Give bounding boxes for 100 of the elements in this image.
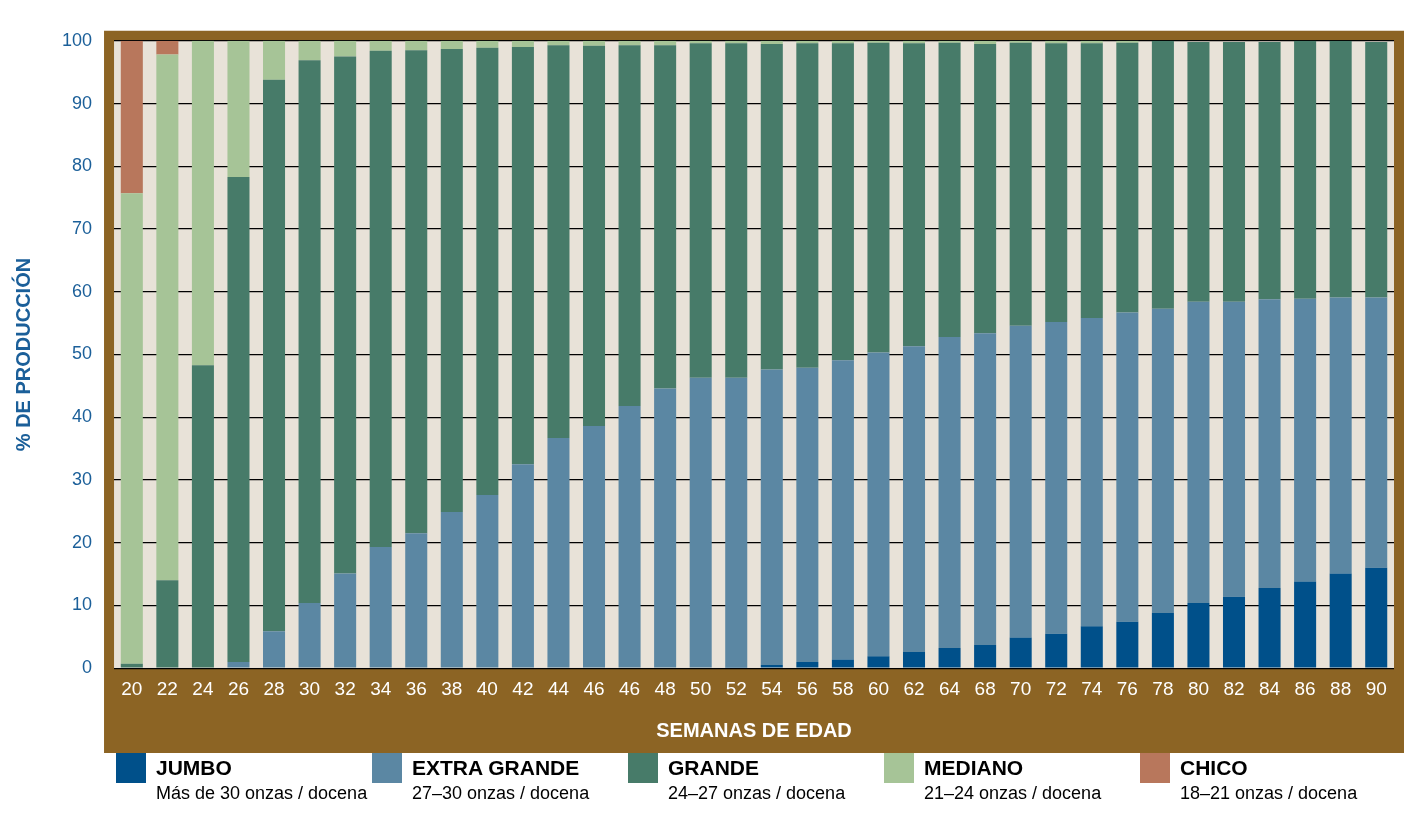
bar bbox=[440, 48, 463, 512]
bar bbox=[796, 661, 819, 668]
bar bbox=[1329, 573, 1352, 668]
bar bbox=[334, 573, 357, 668]
legend-label: CHICO bbox=[1180, 756, 1248, 780]
bar bbox=[938, 336, 961, 649]
x-tick-label: 70 bbox=[1010, 677, 1032, 699]
bar bbox=[1329, 297, 1352, 574]
bar bbox=[1329, 40, 1352, 298]
legend-label: EXTRA GRANDE bbox=[412, 756, 580, 780]
bar bbox=[1045, 321, 1068, 634]
bar bbox=[654, 388, 677, 668]
bar bbox=[1294, 298, 1317, 582]
text: 27–30 onzas / docena bbox=[412, 783, 591, 804]
bar bbox=[1045, 43, 1068, 322]
bar bbox=[654, 45, 677, 389]
bar bbox=[974, 644, 997, 668]
bar bbox=[1222, 301, 1246, 597]
bar bbox=[1187, 301, 1210, 603]
bar bbox=[547, 40, 570, 46]
x-tick-label: 76 bbox=[1116, 677, 1138, 699]
bar bbox=[974, 333, 997, 645]
x-tick-label: 48 bbox=[654, 677, 676, 699]
bar bbox=[796, 367, 819, 662]
bar bbox=[618, 405, 641, 668]
bar bbox=[618, 40, 641, 46]
bar bbox=[1365, 567, 1388, 668]
x-tick-label: 90 bbox=[1365, 677, 1387, 699]
y-tick-label: 30 bbox=[72, 468, 93, 489]
x-tick-label: 52 bbox=[725, 677, 747, 699]
bar bbox=[1365, 297, 1388, 568]
text: 18–21 onzas / docena bbox=[1180, 783, 1359, 804]
bar bbox=[1080, 318, 1103, 627]
x-tick-label: 50 bbox=[690, 677, 712, 699]
x-tick-label: 34 bbox=[370, 677, 392, 699]
bar bbox=[689, 377, 712, 668]
bar bbox=[547, 45, 570, 438]
bar bbox=[902, 43, 926, 347]
bar bbox=[1116, 312, 1139, 622]
text: 21–24 onzas / docena bbox=[924, 783, 1103, 804]
bar bbox=[1045, 633, 1068, 668]
bar bbox=[760, 40, 783, 44]
y-tick-label: 20 bbox=[72, 531, 93, 552]
text: Más de 30 onzas / docena bbox=[156, 783, 369, 804]
bar bbox=[405, 533, 428, 668]
bar bbox=[369, 40, 392, 51]
bar bbox=[547, 437, 570, 668]
bar bbox=[156, 580, 179, 668]
bar bbox=[405, 40, 428, 51]
x-tick-label: 40 bbox=[476, 677, 498, 699]
bar bbox=[1187, 602, 1210, 668]
bar bbox=[476, 47, 499, 496]
x-tick-label: 58 bbox=[832, 677, 854, 699]
bar bbox=[583, 45, 606, 427]
y-tick-label: 50 bbox=[72, 343, 93, 364]
bar bbox=[1116, 621, 1139, 668]
bar bbox=[1151, 612, 1174, 668]
x-tick-label: 68 bbox=[974, 677, 996, 699]
bar bbox=[227, 661, 250, 668]
bar bbox=[1009, 637, 1032, 668]
bar bbox=[725, 43, 748, 378]
bar bbox=[1258, 42, 1281, 300]
bar bbox=[156, 54, 179, 581]
y-tick-label: 80 bbox=[72, 155, 93, 176]
bar bbox=[902, 346, 926, 652]
x-tick-label: 22 bbox=[156, 677, 178, 699]
x-tick-label: 82 bbox=[1223, 677, 1245, 699]
y-tick-label: 0 bbox=[82, 657, 93, 678]
bar bbox=[227, 40, 250, 177]
bar bbox=[831, 659, 854, 668]
bar bbox=[369, 50, 392, 548]
x-tick-label: 62 bbox=[903, 677, 925, 699]
bar bbox=[867, 42, 890, 353]
x-tick-label: 36 bbox=[405, 677, 427, 699]
bar bbox=[298, 40, 321, 61]
x-tick-label: 32 bbox=[334, 677, 356, 699]
bar bbox=[760, 369, 783, 666]
x-axis-title: SEMANAS DE EDAD bbox=[656, 718, 852, 741]
y-tick-label: 90 bbox=[72, 92, 93, 113]
legend-label: MEDIANO bbox=[924, 756, 1024, 780]
bar bbox=[938, 42, 961, 337]
text: 24–27 onzas / docena bbox=[668, 783, 847, 804]
bar bbox=[405, 50, 428, 534]
bar bbox=[1080, 626, 1103, 668]
bar bbox=[725, 377, 748, 667]
bar bbox=[191, 40, 214, 366]
bar bbox=[1294, 40, 1317, 299]
bar bbox=[1222, 42, 1246, 302]
bar bbox=[1080, 43, 1103, 319]
bar bbox=[476, 495, 499, 668]
x-tick-label: 46 bbox=[583, 677, 605, 699]
x-tick-label: 60 bbox=[867, 677, 890, 699]
x-tick-label: 28 bbox=[263, 677, 285, 699]
x-tick-label: 86 bbox=[1294, 677, 1316, 699]
x-tick-label: 38 bbox=[441, 677, 463, 699]
bar bbox=[654, 40, 677, 46]
bar bbox=[227, 176, 250, 662]
bar bbox=[156, 40, 179, 55]
y-tick-label: 10 bbox=[72, 594, 93, 615]
bar bbox=[191, 365, 214, 668]
